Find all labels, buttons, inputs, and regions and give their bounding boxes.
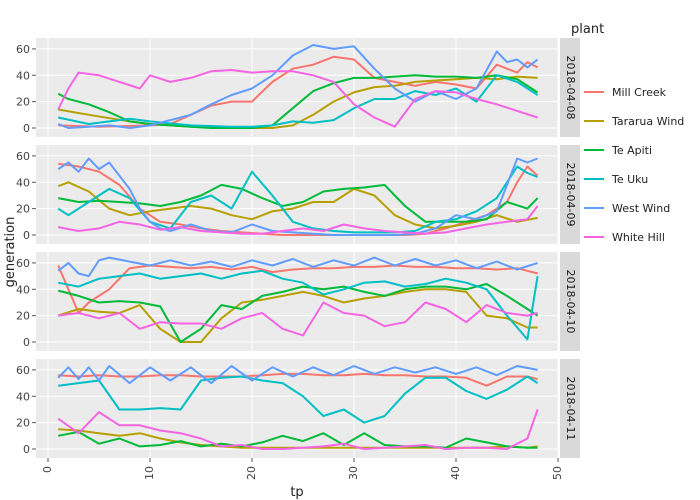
facet-strip-label: 2018-04-09: [564, 163, 577, 227]
legend-label: West Wind: [612, 202, 670, 215]
y-tick-label: 40: [16, 283, 30, 296]
x-tick-label: 40: [449, 466, 462, 480]
y-tick-label: 60: [16, 43, 30, 56]
legend-label: Tararua Wind: [611, 115, 684, 128]
y-tick-label: 60: [16, 150, 30, 163]
x-tick-label: 50: [551, 466, 564, 480]
y-tick-label: 0: [23, 336, 30, 349]
series-line-mill-creek[interactable]: [58, 372, 538, 387]
legend-item-mill-creek[interactable]: Mill Creek: [584, 86, 667, 99]
facet-panel: 0 20 40 60 2018-04-08: [16, 38, 580, 137]
facet-strip-label: 2018-04-08: [564, 56, 577, 120]
x-axis: 0 10 20 30 40 50: [41, 458, 564, 480]
legend-item-white-hill[interactable]: White Hill: [584, 231, 665, 244]
y-tick-label: 20: [16, 96, 30, 109]
x-tick-label: 20: [245, 466, 258, 480]
series-line-mill-creek[interactable]: [58, 55, 539, 128]
y-tick-label: 20: [16, 310, 30, 323]
series-line-te-apiti[interactable]: [57, 283, 539, 343]
series-line-west-wind[interactable]: [57, 256, 538, 278]
y-tick-label: 60: [16, 257, 30, 270]
facet-strip: [560, 38, 580, 137]
series-line-white-hill[interactable]: [58, 205, 539, 235]
facet-strip: [560, 252, 580, 351]
facet-panel: 0 20 40 60 2018-04-10: [16, 252, 580, 351]
legend-label: Te Uku: [611, 173, 648, 186]
legend-title: plant: [571, 22, 604, 37]
y-tick-label: 20: [16, 417, 30, 430]
series-line-te-apiti[interactable]: [58, 183, 539, 223]
facet-panel: 0 20 40 60 2018-04-09: [16, 145, 580, 244]
facet-panel: 0 20 40 60 2018-04-11: [16, 359, 580, 458]
series-line-mill-creek[interactable]: [57, 264, 538, 314]
series-line-te-apiti[interactable]: [58, 430, 538, 449]
legend-item-te-uku[interactable]: Te Uku: [584, 173, 648, 186]
y-tick-label: 0: [23, 229, 30, 242]
facet-strip-label: 2018-04-10: [564, 270, 577, 334]
series-line-west-wind[interactable]: [57, 157, 538, 236]
series-line-west-wind[interactable]: [57, 365, 538, 385]
facet-strip-label: 2018-04-11: [564, 377, 577, 441]
series-line-white-hill[interactable]: [57, 69, 538, 128]
legend-label: Te Apiti: [611, 144, 652, 157]
series-line-west-wind[interactable]: [57, 44, 539, 129]
x-axis-title: tp: [290, 485, 303, 500]
y-axis-title: generation: [3, 217, 18, 288]
legend[interactable]: plant Mill Creek Tararua Wind Te Apiti Te U…: [571, 22, 684, 244]
y-tick-label: 0: [23, 443, 30, 456]
series-line-tararua-wind[interactable]: [57, 288, 538, 343]
y-tick-label: 40: [16, 176, 30, 189]
y-tick-label: 0: [23, 122, 30, 135]
y-tick-label: 40: [16, 390, 30, 403]
x-tick-label: 30: [347, 466, 360, 480]
series-line-tararua-wind[interactable]: [57, 181, 538, 230]
facet-strip: [560, 359, 580, 458]
y-tick-label: 20: [16, 203, 30, 216]
x-tick-label: 0: [41, 466, 54, 473]
legend-item-te-apiti[interactable]: Te Apiti: [584, 144, 652, 157]
facet-strip: [560, 145, 580, 244]
series-line-te-apiti[interactable]: [57, 74, 539, 129]
series-line-white-hill[interactable]: [57, 409, 539, 450]
y-tick-label: 60: [16, 364, 30, 377]
series-line-te-uku[interactable]: [58, 375, 539, 424]
series-line-white-hill[interactable]: [58, 301, 538, 337]
legend-item-tararua-wind[interactable]: Tararua Wind: [584, 115, 684, 128]
series-line-te-uku[interactable]: [57, 165, 538, 234]
x-tick-label: 10: [143, 466, 156, 480]
legend-label: White Hill: [612, 231, 665, 244]
legend-label: Mill Creek: [612, 86, 667, 99]
legend-item-west-wind[interactable]: West Wind: [584, 202, 670, 215]
series-line-te-uku[interactable]: [58, 269, 539, 341]
y-tick-label: 40: [16, 69, 30, 82]
facet-panels: 0 20 40 60 2018-04-08 0 20 40 60 2018-04-09 0 20 40 6…: [16, 38, 580, 458]
